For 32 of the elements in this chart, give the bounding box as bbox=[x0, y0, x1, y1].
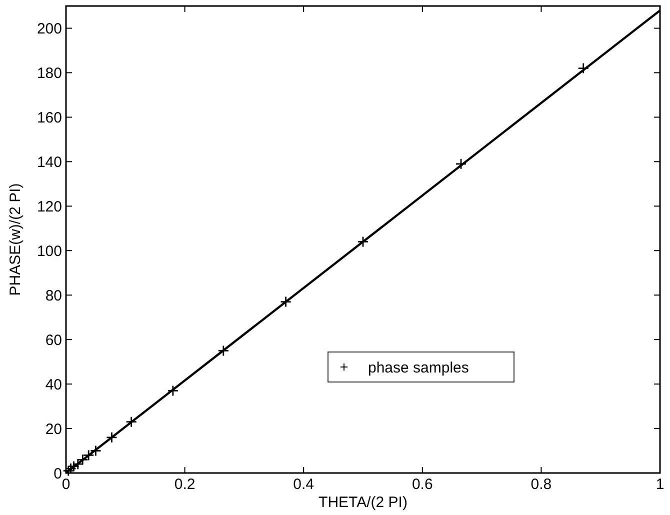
y-tick-label: 20 bbox=[45, 420, 62, 438]
y-tick-label: 180 bbox=[36, 64, 62, 82]
point bbox=[90, 445, 102, 456]
point bbox=[76, 454, 88, 466]
y-tick-label: 40 bbox=[45, 376, 62, 394]
x-tick-label: 0.6 bbox=[412, 476, 433, 493]
y-tick-label: 100 bbox=[36, 242, 62, 260]
point bbox=[167, 385, 179, 396]
point bbox=[106, 432, 118, 444]
y-axis-title: PHASE(w)/(2 PI) bbox=[7, 183, 24, 296]
point bbox=[578, 62, 590, 74]
point bbox=[126, 416, 138, 428]
y-tick-label: 60 bbox=[45, 332, 62, 349]
x-tick-label: 0.8 bbox=[530, 476, 552, 493]
x-tick-label: 1 bbox=[656, 476, 664, 493]
y-tick-label: 120 bbox=[36, 198, 62, 216]
y-tick-label: 200 bbox=[36, 20, 62, 38]
point bbox=[68, 460, 80, 472]
x-tick-label: 0.2 bbox=[174, 476, 196, 493]
point bbox=[455, 158, 467, 170]
y-tick-label: 160 bbox=[36, 109, 62, 126]
point bbox=[280, 296, 292, 308]
legend-label: phase samples bbox=[368, 359, 469, 376]
x-tick-label: 0.4 bbox=[293, 476, 314, 493]
point bbox=[218, 344, 230, 356]
point bbox=[357, 236, 369, 248]
point bbox=[62, 465, 74, 476]
point bbox=[82, 450, 94, 461]
y-tick-label: 80 bbox=[45, 287, 62, 304]
point bbox=[72, 458, 84, 470]
y-tick-label: 140 bbox=[36, 154, 62, 171]
x-axis-title: THETA/(2 PI) bbox=[318, 494, 408, 511]
